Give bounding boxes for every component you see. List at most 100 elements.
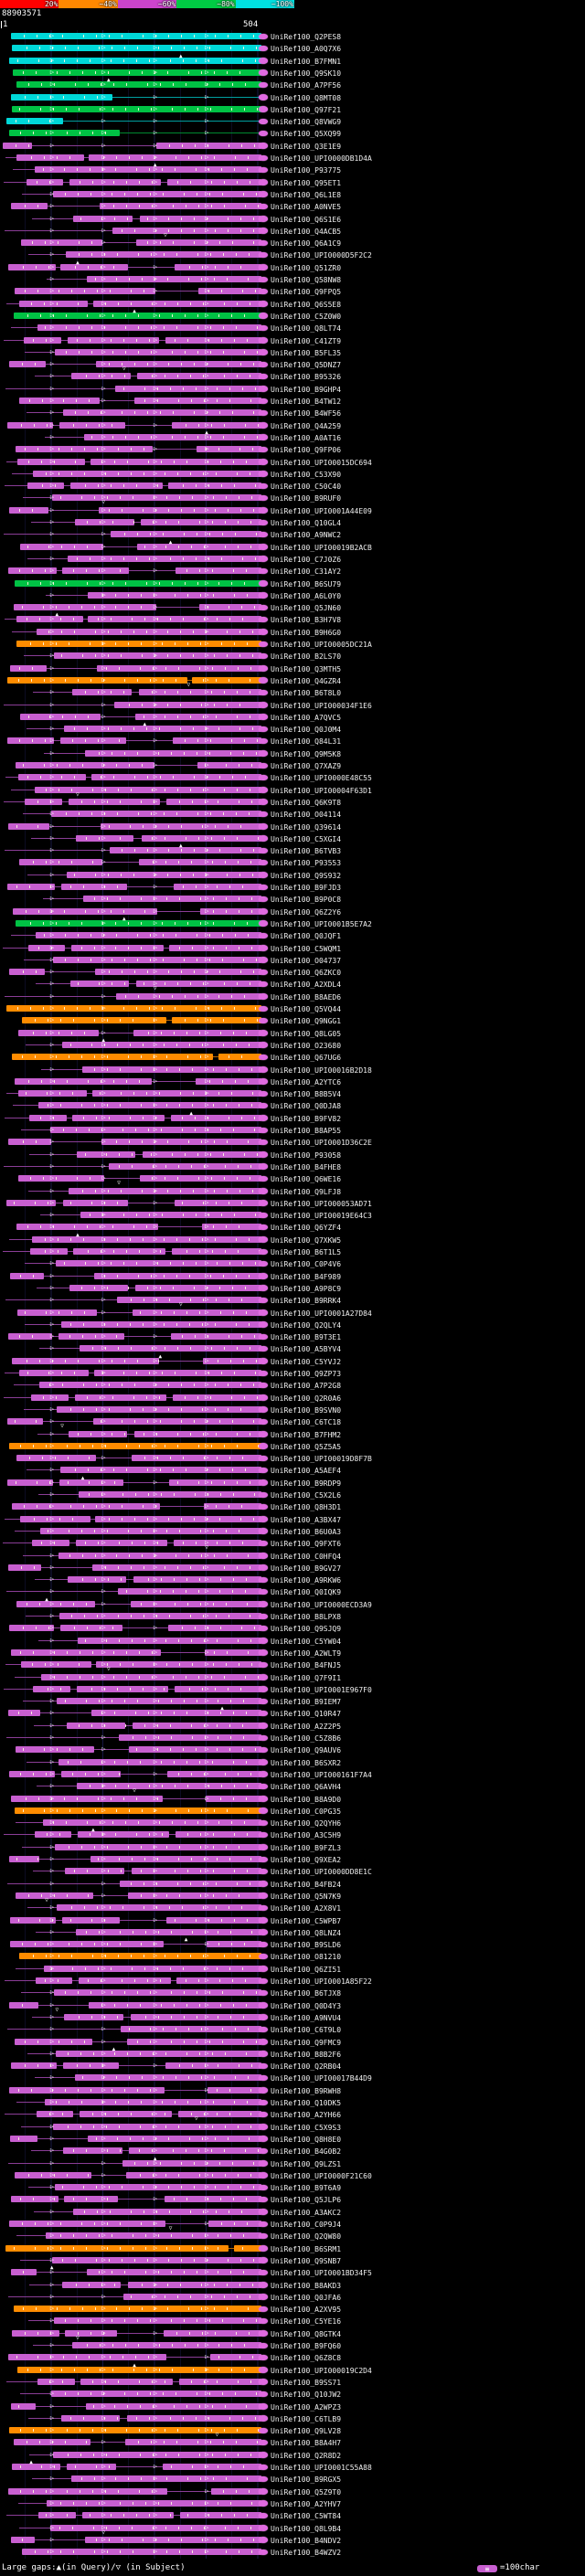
alignment-row[interactable]: ▷ ▷ ▷ ▷ UniRef100_B9FQ60 — [0, 2339, 585, 2351]
hit-label[interactable]: UniRef100_C0PG35 — [271, 1807, 342, 1816]
alignment-row[interactable]: ▷ ▷ ▷ ▷ UniRef100_Q67UG6 — [0, 1051, 585, 1063]
alignment-row[interactable]: ▷ ▷ ▷ ▷ ▲ UniRef100_C5Z0W0 — [0, 308, 585, 322]
alignment-row[interactable]: ▷ ▷ ▷ ▷ UniRef100_A2WPZ3 — [0, 2401, 585, 2412]
hit-label[interactable]: UniRef100_B6SRM1 — [271, 2244, 342, 2253]
alignment-row[interactable]: ▷ ▷ ▷ ▷ ▽ UniRef100_B4FNJ5 — [0, 1659, 585, 1672]
alignment-row[interactable]: ▷ ▷ ▷ ▷ UniRef100_UPI00005DC21A — [0, 638, 585, 650]
hit-label[interactable]: UniRef100_Q2RB04 — [271, 2062, 342, 2072]
alignment-row[interactable]: ▷ ▷ ▷ ▷ UniRef100_B6SRM1 — [0, 2242, 585, 2254]
hit-label[interactable]: UniRef100_Q9XEA2 — [271, 1856, 342, 1864]
hit-label[interactable]: UniRef100_Q6K9T8 — [271, 798, 342, 807]
hit-label[interactable]: UniRef100_C5Z0W0 — [271, 312, 342, 321]
hit-label[interactable]: UniRef100_B9SVN0 — [271, 1405, 342, 1415]
hit-label[interactable]: UniRef100_A2XDL4 — [271, 981, 342, 990]
hit-label[interactable]: UniRef100_B9H6G0 — [271, 628, 342, 637]
hit-label[interactable]: UniRef100_UPI0000F21C60 — [271, 2171, 372, 2180]
alignment-row[interactable]: ▷ ▷ ▷ ▷ UniRef100_A9P8C9 — [0, 1282, 585, 1294]
hit-label[interactable]: UniRef100_Q8L9B4 — [271, 2524, 342, 2533]
alignment-row[interactable]: ▷ ▷ ▷ ▷ UniRef100_C5XGI4 — [0, 832, 585, 844]
hit-label[interactable]: UniRef100_B9RWH8 — [271, 2086, 342, 2095]
alignment-row[interactable]: ▷ ▷ ▷ ▷ UniRef100_Q5VQ44 — [0, 1002, 585, 1014]
alignment-row[interactable]: ▷ ▷ ▷ ▷ ▽ UniRef100_C6TC18 — [0, 1415, 585, 1429]
hit-label[interactable]: UniRef100_Q0JFA6 — [271, 2293, 342, 2302]
alignment-row[interactable]: ▷ ▷ ▷ ▷ UniRef100_Q6Z8C8 — [0, 2351, 585, 2363]
hit-label[interactable]: UniRef100_Q4ACB5 — [271, 227, 342, 236]
hit-label[interactable]: UniRef100_Q6WE16 — [271, 1175, 342, 1184]
hit-label[interactable]: UniRef100_UPI00016B2D18 — [271, 1065, 372, 1075]
hit-label[interactable]: UniRef100_C5WQM1 — [271, 944, 342, 953]
alignment-row[interactable]: ▷ ▷ ▷ ▷ UniRef100_Q8MT08 — [0, 91, 585, 103]
alignment-row[interactable]: ▷ ▷ ▷ ▷ ▲ UniRef100_Q9LZS1 — [0, 2156, 585, 2169]
hit-label[interactable]: UniRef100_C53X90 — [271, 470, 342, 479]
hit-label[interactable]: UniRef100_P93775 — [271, 166, 342, 175]
alignment-row[interactable]: ▷ ▷ ▷ ▷ UniRef100_O81210 — [0, 1950, 585, 1962]
hit-label[interactable]: UniRef100_B4WZV2 — [271, 2549, 342, 2558]
alignment-row[interactable]: ▷ ▷ ▷ ▷ UniRef100_A3AKC2 — [0, 2206, 585, 2218]
hit-label[interactable]: UniRef100_Q5Z5A5 — [271, 1442, 342, 1451]
alignment-row[interactable]: ▷ ▷ ▷ ▷ UniRef100_Q9SJQ9 — [0, 1622, 585, 1634]
hit-label[interactable]: UniRef100_Q9LZS1 — [271, 2159, 342, 2168]
hit-label[interactable]: UniRef100_Q2PES8 — [271, 33, 342, 41]
alignment-row[interactable]: ▷ ▷ ▷ ▷ UniRef100_A6L0Y0 — [0, 589, 585, 601]
hit-label[interactable]: UniRef100_UPI00017B44D9 — [271, 2074, 372, 2083]
hit-label[interactable]: UniRef100_O81210 — [271, 1953, 342, 1962]
alignment-row[interactable]: ▷ ▷ ▷ ▷ UniRef100_C5WQM1 — [0, 942, 585, 954]
alignment-row[interactable]: ▷ ▷ ▷ ▷ ▲ UniRef100_UPI0001BD34F5 — [0, 2265, 585, 2278]
hit-label[interactable]: UniRef100_A7PF56 — [271, 81, 342, 90]
alignment-row[interactable]: ▷ ▷ ▷ ▷ UniRef100_B8B5V4 — [0, 1087, 585, 1099]
hit-label[interactable]: UniRef100_Q0J0M4 — [271, 726, 342, 735]
alignment-row[interactable]: ▷ ▷ ▷ ▷ UniRef100_C5Z8B6 — [0, 1732, 585, 1744]
hit-label[interactable]: UniRef100_Q8H8E0 — [271, 2135, 342, 2144]
alignment-row[interactable]: ▷ ▷ ▷ ▷ ▽ UniRef100_Q4GZR4 — [0, 674, 585, 687]
alignment-row[interactable]: ▷ ▷ ▷ ▷ UniRef100_B8AED6 — [0, 991, 585, 1002]
hit-label[interactable]: UniRef100_UPI0001BD34F5 — [271, 2269, 372, 2278]
alignment-row[interactable]: ▷ ▷ ▷ ▷ ▽ UniRef100_Q5DNZ7 — [0, 358, 585, 372]
hit-label[interactable]: UniRef100_Q0D4Y3 — [271, 2001, 342, 2010]
hit-label[interactable]: UniRef100_C50C40 — [271, 482, 342, 492]
hit-label[interactable]: UniRef100_Q2R0A6 — [271, 1394, 342, 1403]
hit-label[interactable]: UniRef100_UPI0001A27D84 — [271, 1309, 372, 1318]
hit-label[interactable]: UniRef100_UPI000053AD71 — [271, 1199, 372, 1208]
alignment-row[interactable]: ▷ ▷ ▷ ▷ UniRef100_UPI0000F21C60 — [0, 2169, 585, 2181]
hit-label[interactable]: UniRef100_A5AEF4 — [271, 1467, 342, 1476]
hit-label[interactable]: UniRef100_UPI000019C2D4 — [271, 2366, 372, 2375]
alignment-row[interactable]: ▷ ▷ ▷ ▷ ▲ UniRef100_B8B2F6 — [0, 2046, 585, 2060]
hit-label[interactable]: UniRef100_Q6Z2Y6 — [271, 907, 342, 917]
alignment-row[interactable]: ▷ ▷ ▷ ▷ UniRef100_Q5JLP6 — [0, 2193, 585, 2205]
hit-label[interactable]: UniRef100_C5WT84 — [271, 2512, 342, 2521]
alignment-row[interactable]: ▷ ▷ ▷ ▷ UniRef100_B9T6A9 — [0, 2181, 585, 2193]
hit-label[interactable]: UniRef100_B4NDV2 — [271, 2536, 342, 2545]
alignment-row[interactable]: ▷ ▷ ▷ ▷ ▲ UniRef100_Q7XKW5 — [0, 1232, 585, 1246]
hit-label[interactable]: UniRef100_A2XV95 — [271, 2306, 342, 2315]
alignment-row[interactable]: ▷ ▷ ▷ ▷ ▽ UniRef100_C0P9J4 — [0, 2218, 585, 2231]
alignment-row[interactable]: ▷ ▷ ▷ ▷ UniRef100_P93058 — [0, 1149, 585, 1161]
alignment-row[interactable]: ▷ ▷ ▷ ▷ UniRef100_Q8LT74 — [0, 322, 585, 334]
alignment-row[interactable]: ▷ ▷ ▷ ▷ UniRef100_O04114 — [0, 808, 585, 820]
alignment-row[interactable]: ▷ ▷ ▷ ▷ UniRef100_A5BYV4 — [0, 1342, 585, 1354]
hit-label[interactable]: UniRef100_C31AY2 — [271, 567, 342, 577]
alignment-row[interactable]: ▷ ▷ ▷ ▷ UniRef100_Q10DK5 — [0, 2096, 585, 2108]
hit-label[interactable]: UniRef100_Q6S1E6 — [271, 215, 342, 224]
alignment-row[interactable]: ▷ ▷ ▷ ▷ UniRef100_B6SU79 — [0, 578, 585, 589]
hit-label[interactable]: UniRef100_B8B5V4 — [271, 1090, 342, 1099]
alignment-row[interactable]: ▷ ▷ ▷ ▷ ▲ UniRef100_A7PF56 — [0, 78, 585, 90]
alignment-row[interactable]: ▷ ▷ ▷ ▷ UniRef100_Q6ZKC0 — [0, 966, 585, 978]
hit-label[interactable]: UniRef100_UPI0001C55A88 — [271, 2464, 372, 2472]
alignment-row[interactable]: ▷ ▷ ▷ ▷ UniRef100_B4NDV2 — [0, 2534, 585, 2546]
alignment-row[interactable]: ▷ ▷ ▷ ▷ UniRef100_Q0DJA8 — [0, 1099, 585, 1111]
hit-label[interactable]: UniRef100_B6TJX8 — [271, 1989, 342, 1998]
alignment-row[interactable]: ▷ ▷ ▷ ▷ UniRef100_B2LS70 — [0, 650, 585, 662]
alignment-row[interactable]: ▷ ▷ ▷ ▷ UniRef100_A5AEF4 — [0, 1464, 585, 1476]
alignment-row[interactable]: ▷ ▷ ▷ ▷ ▽ UniRef100_Q8GTK4 — [0, 2327, 585, 2340]
alignment-row[interactable]: ▷ ▷ ▷ ▷ UniRef100_Q7XAZ9 — [0, 759, 585, 771]
hit-label[interactable]: UniRef100_UPI0001E967F0 — [271, 1685, 372, 1694]
hit-label[interactable]: UniRef100_Q4A259 — [271, 421, 342, 430]
alignment-row[interactable]: ▷ ▷ ▷ ▷ UniRef100_Q8VWG9 — [0, 115, 585, 127]
alignment-row[interactable]: ▷ ▷ ▷ ▷ UniRef100_UPI0000DD8E1C — [0, 1865, 585, 1877]
alignment-row[interactable]: ▷ ▷ ▷ ▷ UniRef100_Q9M5K8 — [0, 747, 585, 759]
hit-label[interactable]: UniRef100_Q3MTH5 — [271, 664, 342, 673]
hit-label[interactable]: UniRef100_A0AT16 — [271, 433, 342, 442]
alignment-row[interactable]: ▷ ▷ ▷ ▷ UniRef100_Q9LFJ8 — [0, 1185, 585, 1197]
hit-label[interactable]: UniRef100_A9NVU4 — [271, 2013, 342, 2022]
hit-label[interactable]: UniRef100_Q0DJA8 — [271, 1102, 342, 1111]
